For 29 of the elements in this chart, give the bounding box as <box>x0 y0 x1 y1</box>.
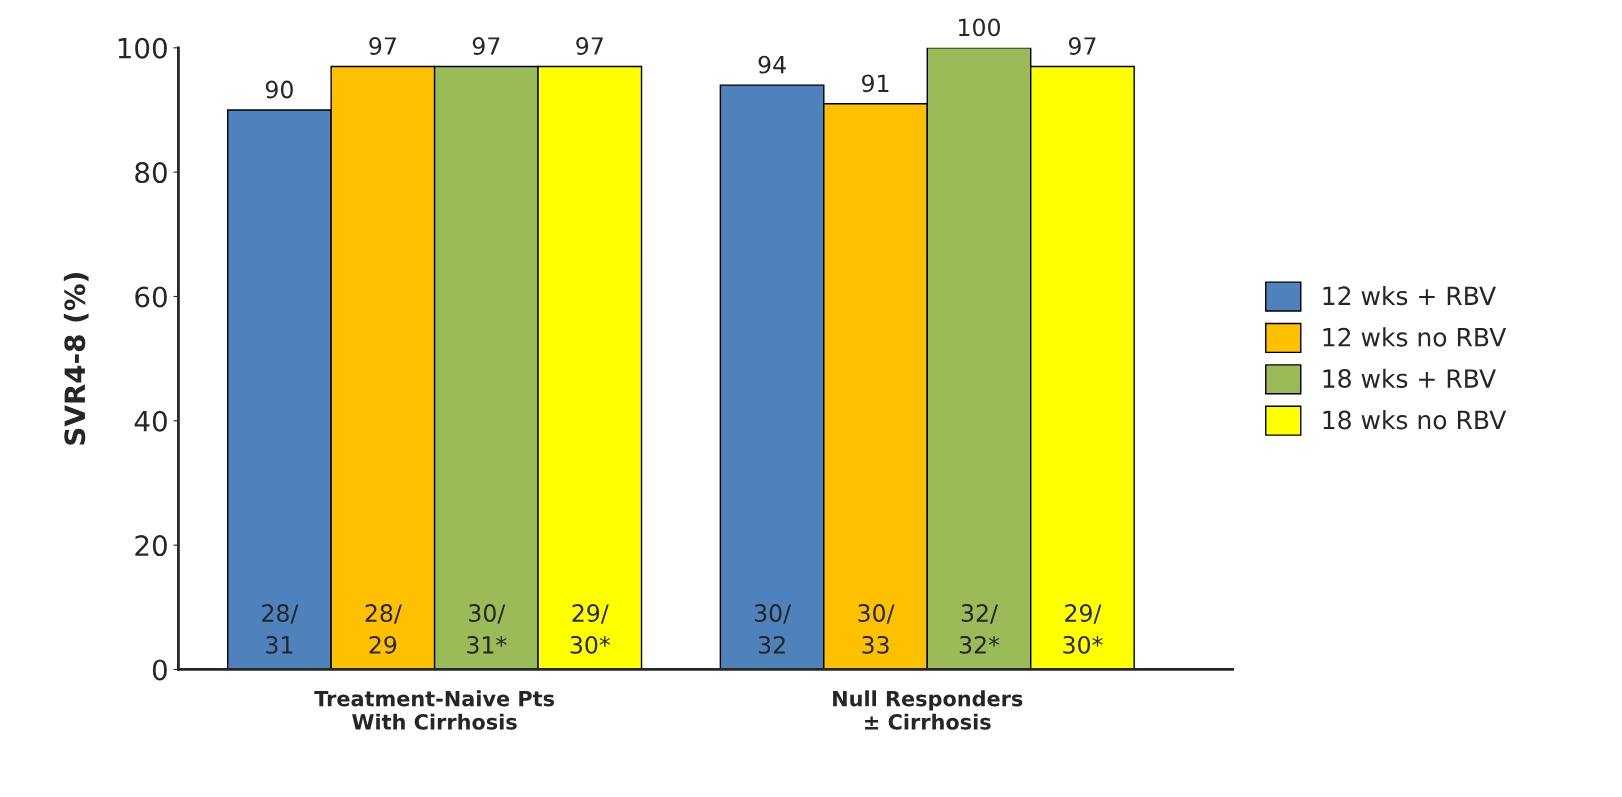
data-label: 97 <box>576 37 603 55</box>
annotation: 32/ 32* <box>959 604 1000 654</box>
data-label: 94 <box>758 55 786 74</box>
data-label: 90 <box>265 80 293 99</box>
y-tick-label: 100 <box>118 37 167 59</box>
legend-label: 12 wks no RBV <box>1323 327 1507 347</box>
y-tick-label: 80 <box>135 162 167 184</box>
annotation: 30/ 32 <box>754 604 792 654</box>
annotation: 29/ 30* <box>1063 604 1103 654</box>
data-label: 97 <box>1068 37 1096 55</box>
annotation: 28/ 31 <box>262 604 299 654</box>
data-label: 100 <box>959 18 1000 37</box>
y-tick-label: 40 <box>134 410 167 432</box>
data-label: 97 <box>472 37 500 55</box>
x-tick-label: Null Responders ± Cirrhosis <box>833 690 1023 730</box>
y-tick-label: 20 <box>135 535 167 557</box>
annotation: 29/ 30* <box>570 604 611 654</box>
x-tick-label: Treatment-Naive Pts With Cirrhosis <box>314 690 555 730</box>
y-axis-title: SVR4-8 (%) <box>63 273 89 445</box>
annotation: 30/ 31* <box>467 604 507 654</box>
legend-label: 18 wks no RBV <box>1323 410 1507 430</box>
legend-label: 12 wks + RBV <box>1323 285 1496 306</box>
legend-label: 18 wks + RBV <box>1323 368 1496 389</box>
annotation: 30/ 33 <box>858 604 895 654</box>
annotation: 28/ 29 <box>365 604 402 654</box>
y-tick-label: 0 <box>152 659 167 681</box>
y-tick-label: 60 <box>135 286 167 308</box>
data-label: 91 <box>862 74 889 93</box>
data-label: 97 <box>369 37 396 55</box>
